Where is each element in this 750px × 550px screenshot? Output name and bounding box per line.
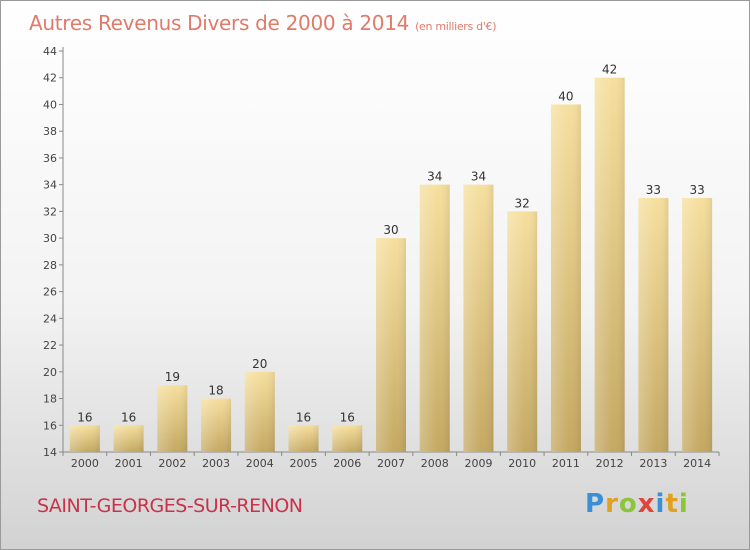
bar-shade-2009 [463,184,494,452]
bar-shade-2000 [69,425,100,452]
bar-shade-2004 [244,371,275,452]
value-labels: 16 16 19 18 20 16 16 30 34 34 32 40 42 33 33 [77,63,705,425]
y-tick-label: 34 [43,179,57,192]
y-tick-label: 24 [43,312,57,325]
y-tick-label: 28 [43,259,57,272]
y-tick-label: 16 [43,419,57,432]
value-label-2001: 16 [121,410,136,424]
value-label-2008: 34 [427,170,442,184]
y-tick-label: 14 [43,446,57,459]
x-tick-label-2008: 2008 [421,457,449,470]
x-tick-label-2004: 2004 [246,457,274,470]
bar-shade-2003 [201,398,232,452]
bar-shade-2001 [113,425,144,452]
proxiti-logo[interactable]: Proxiti [585,489,689,519]
bar-shade-2008 [419,184,450,452]
x-tick-label-2010: 2010 [508,457,536,470]
value-label-2004: 20 [252,357,267,371]
value-label-2011: 40 [558,89,573,103]
y-tick-label: 20 [43,366,57,379]
y-tick-label: 42 [43,72,57,85]
y-tick-label: 32 [43,205,57,218]
title-unit: (en milliers d'€) [415,20,497,33]
y-tick-label: 38 [43,125,57,138]
axes: 14 16 18 20 22 24 26 28 30 32 34 36 38 40 42 44 2000 2001… [43,45,720,470]
value-label-2012: 42 [602,63,617,77]
chart-title: Autres Revenus Divers de 2000 à 2014 (en … [29,11,497,35]
value-label-2007: 30 [383,223,398,237]
bar-shade-2012 [594,77,625,452]
bar-shade-2005 [288,425,319,452]
y-tick-label: 18 [43,393,57,406]
bar-shade-2006 [332,425,363,452]
bar-shade-2010 [507,211,538,452]
x-tick-label-2013: 2013 [639,457,667,470]
bar-shade-2013 [638,198,669,452]
value-label-2000: 16 [77,410,92,424]
value-label-2013: 33 [646,183,661,197]
x-tick-label-2012: 2012 [596,457,624,470]
value-label-2003: 18 [208,384,223,398]
value-label-2006: 16 [340,410,355,424]
value-label-2014: 33 [689,183,704,197]
bars [69,77,713,452]
x-tick-label-2014: 2014 [683,457,711,470]
y-tick-label: 36 [43,152,57,165]
y-tick-label: 30 [43,232,57,245]
value-label-2002: 19 [165,370,180,384]
value-label-2010: 32 [515,196,530,210]
value-label-2009: 34 [471,170,486,184]
value-label-2005: 16 [296,410,311,424]
x-tick-label-2006: 2006 [333,457,361,470]
x-tick-label-2009: 2009 [464,457,492,470]
bar-shade-2002 [157,385,188,452]
x-tick-label-2003: 2003 [202,457,230,470]
commune-name: SAINT-GEORGES-SUR-RENON [37,495,303,517]
y-tick-label: 22 [43,339,57,352]
y-tick-label: 26 [43,286,57,299]
bar-shade-2014 [682,198,713,452]
x-tick-label-2002: 2002 [158,457,186,470]
y-tick-label: 40 [43,98,57,111]
x-tick-label-2011: 2011 [552,457,580,470]
y-tick-label: 44 [43,45,57,58]
x-tick-label-2007: 2007 [377,457,405,470]
bar-shade-2007 [376,238,406,452]
title-text: Autres Revenus Divers de 2000 à 2014 [29,11,410,35]
x-tick-label-2005: 2005 [290,457,318,470]
bar-shade-2011 [550,104,581,452]
x-tick-label-2001: 2001 [115,457,143,470]
x-tick-label-2000: 2000 [71,457,99,470]
